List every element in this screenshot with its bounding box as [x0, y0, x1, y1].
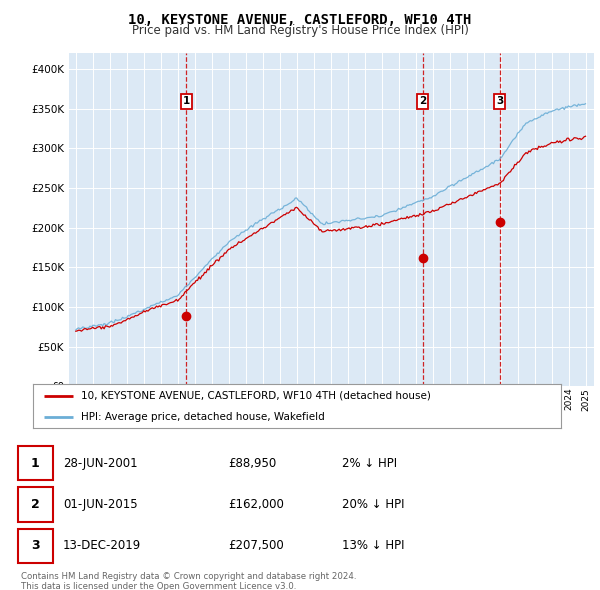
Text: 13-DEC-2019: 13-DEC-2019: [63, 539, 141, 552]
Text: 2: 2: [419, 96, 427, 106]
Text: 2% ↓ HPI: 2% ↓ HPI: [342, 457, 397, 470]
Text: £88,950: £88,950: [228, 457, 276, 470]
Text: 2: 2: [31, 498, 40, 511]
Text: 1: 1: [182, 96, 190, 106]
Text: 13% ↓ HPI: 13% ↓ HPI: [342, 539, 404, 552]
Text: 01-JUN-2015: 01-JUN-2015: [63, 498, 137, 511]
Text: HPI: Average price, detached house, Wakefield: HPI: Average price, detached house, Wake…: [80, 412, 324, 422]
Text: £207,500: £207,500: [228, 539, 284, 552]
Text: £162,000: £162,000: [228, 498, 284, 511]
Text: Price paid vs. HM Land Registry's House Price Index (HPI): Price paid vs. HM Land Registry's House …: [131, 24, 469, 37]
Text: This data is licensed under the Open Government Licence v3.0.: This data is licensed under the Open Gov…: [21, 582, 296, 590]
Text: 1: 1: [31, 457, 40, 470]
Text: 20% ↓ HPI: 20% ↓ HPI: [342, 498, 404, 511]
Text: 10, KEYSTONE AVENUE, CASTLEFORD, WF10 4TH: 10, KEYSTONE AVENUE, CASTLEFORD, WF10 4T…: [128, 13, 472, 27]
Text: Contains HM Land Registry data © Crown copyright and database right 2024.: Contains HM Land Registry data © Crown c…: [21, 572, 356, 581]
Text: 3: 3: [31, 539, 40, 552]
Text: 3: 3: [496, 96, 503, 106]
Text: 10, KEYSTONE AVENUE, CASTLEFORD, WF10 4TH (detached house): 10, KEYSTONE AVENUE, CASTLEFORD, WF10 4T…: [80, 391, 430, 401]
Text: 28-JUN-2001: 28-JUN-2001: [63, 457, 137, 470]
